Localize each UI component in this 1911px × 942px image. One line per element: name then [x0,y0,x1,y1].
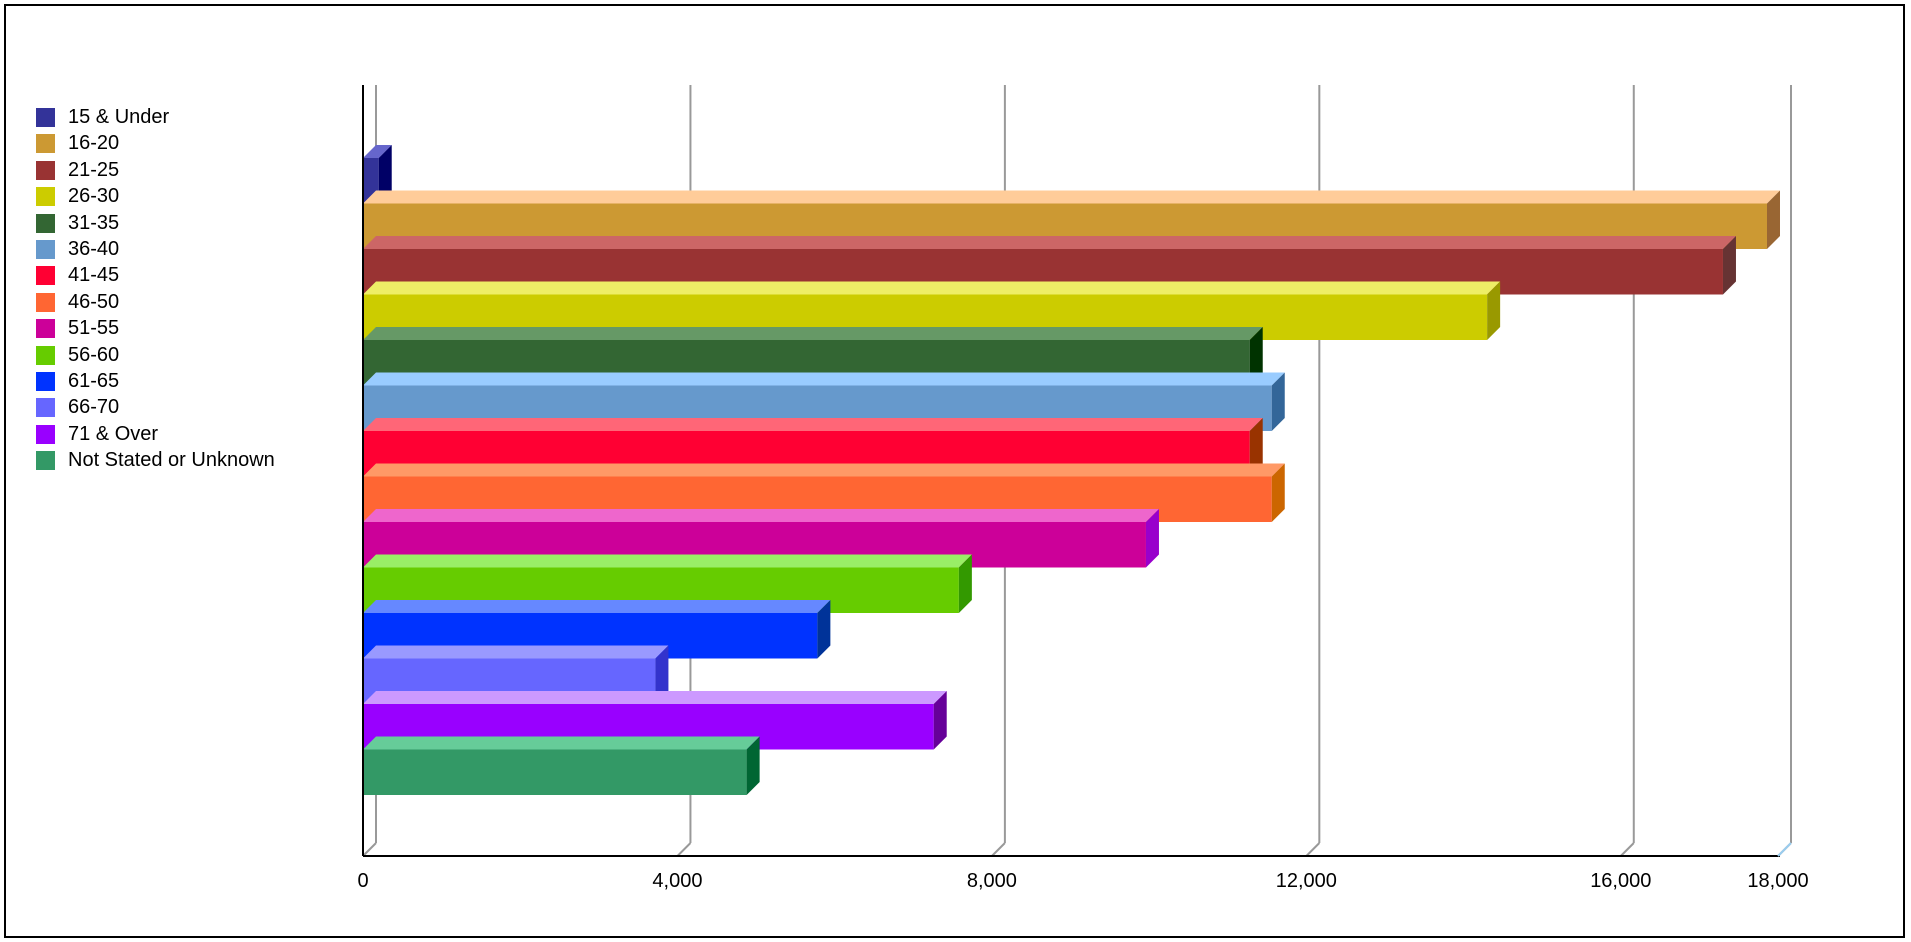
bar-side [1766,190,1780,249]
legend-label: 16-20 [68,132,120,155]
bar-side [1271,463,1285,522]
bar-top [363,691,947,704]
bar-top [363,463,1285,477]
x-tick-label: 0 [357,870,368,892]
x-tick-label: 8,000 [967,870,1017,892]
legend-swatch [36,266,55,286]
bar-top [363,736,760,750]
legend-swatch [36,239,55,259]
bar-top [363,190,1780,204]
bar-top [363,145,392,158]
legend-label: 26-30 [68,185,120,208]
bar-side [1271,372,1285,431]
gridline-floor [1620,842,1635,857]
legend-swatch [36,319,55,339]
legend-label: 51-55 [68,317,120,340]
legend-label: 71 & Over [68,422,159,445]
legend-swatch [36,187,55,207]
x-axis-end [1777,842,1792,857]
legend-label: 21-25 [68,158,120,181]
legend-label: 61-65 [68,369,120,392]
gridline-floor [676,842,692,857]
legend-label: 56-60 [68,343,120,366]
bar-top [363,281,1501,295]
bar-side [1722,236,1736,295]
legend-label: 31-35 [68,211,120,234]
bar-top [363,600,831,613]
legend-swatch [36,424,55,444]
legend-swatch [36,134,55,154]
bar-side [1249,418,1263,477]
legend-label: 46-50 [68,290,120,313]
x-tick-label: 18,000 [1747,870,1808,892]
legend-label: 36-40 [68,237,120,260]
bar-top [363,645,669,659]
bar-top [363,372,1285,386]
legend-swatch [36,345,55,365]
bar-top [363,509,1159,522]
bar-side [1249,327,1263,386]
bar-side [655,645,669,704]
bar-side [933,691,947,750]
bar [363,749,747,795]
legend-label: Not Stated or Unknown [68,449,275,472]
legend-swatch [36,451,55,471]
bar-top [363,327,1263,340]
legend-swatch [36,371,55,391]
gridline-floor [362,842,377,857]
x-tick-label: 4,000 [652,870,702,892]
bar-side [746,736,760,795]
legend-swatch [36,160,55,180]
bar-side [1145,509,1159,568]
legend-swatch [36,213,55,233]
legend-label: 41-45 [68,264,120,287]
bar-side [1487,281,1501,340]
bar-side [958,554,972,613]
gridline-floor [991,842,1006,857]
legend-swatch [36,108,55,127]
legend-swatch [36,292,55,312]
bar-side [817,600,831,659]
bar-top [363,554,972,568]
legend-swatch [36,398,55,418]
gridline-floor [1305,842,1321,857]
legend-label: 66-70 [68,396,120,419]
x-tick-label: 12,000 [1276,870,1337,892]
bar-side [378,145,392,204]
bar-top [363,236,1736,249]
bar-top [363,418,1263,431]
legend-label: 15 & Under [68,106,170,128]
x-tick-label: 16,000 [1590,870,1651,892]
